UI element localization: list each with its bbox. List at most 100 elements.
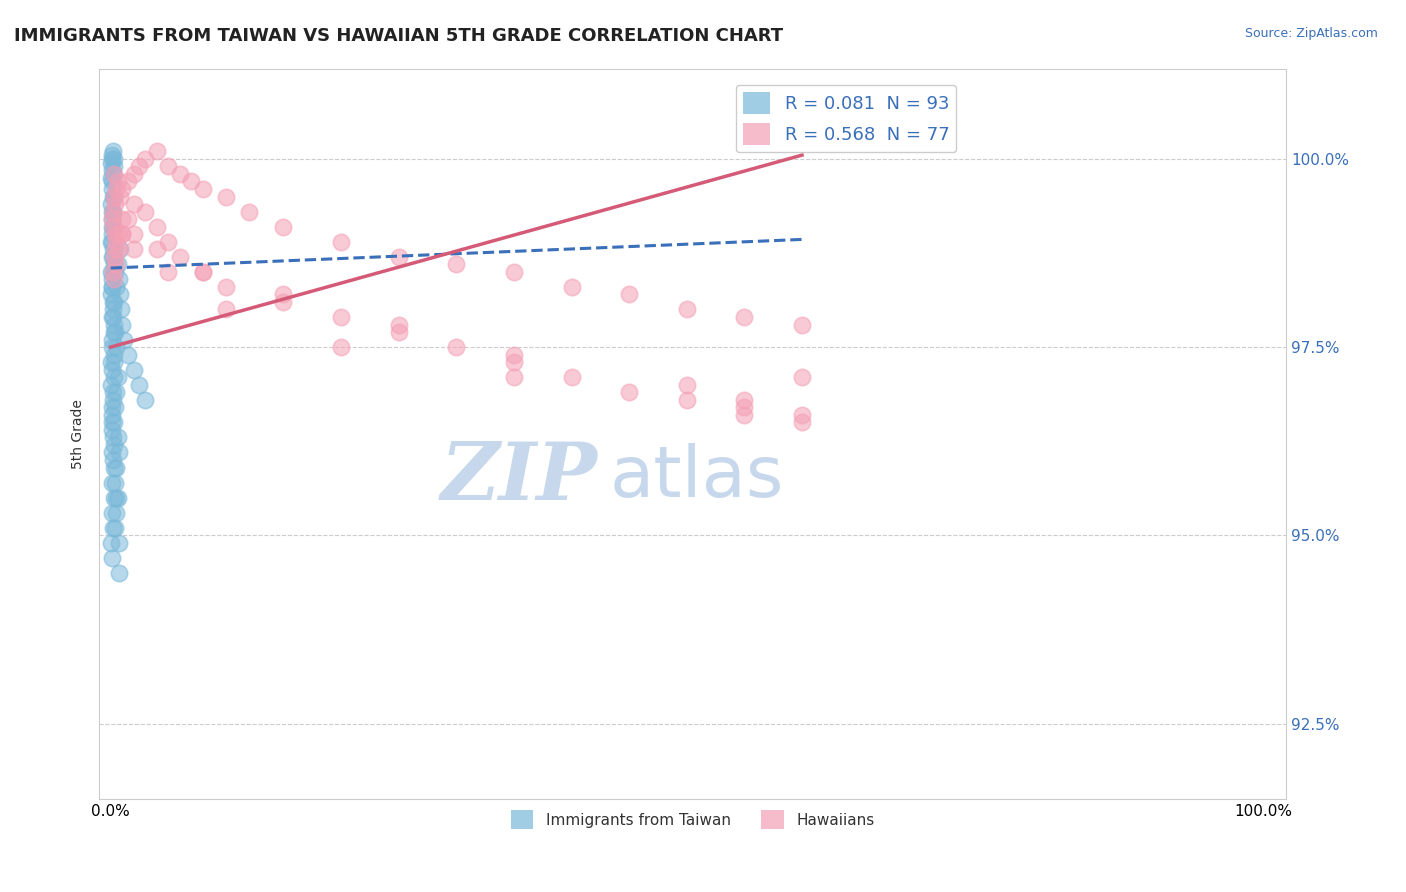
- Point: [104, 265, 127, 279]
- Point: [101, 148, 124, 162]
- Point: [105, 506, 128, 520]
- Point: [733, 310, 755, 324]
- Point: [675, 302, 697, 317]
- Point: [117, 348, 139, 362]
- Point: [104, 197, 127, 211]
- Point: [100, 287, 122, 301]
- Point: [101, 182, 124, 196]
- Point: [101, 189, 124, 203]
- Point: [101, 145, 124, 159]
- Point: [107, 174, 129, 188]
- Point: [103, 416, 125, 430]
- Legend: Immigrants from Taiwan, Hawaiians: Immigrants from Taiwan, Hawaiians: [505, 805, 880, 835]
- Point: [103, 257, 125, 271]
- Point: [111, 318, 134, 332]
- Point: [790, 318, 813, 332]
- Point: [105, 235, 128, 249]
- Point: [104, 521, 127, 535]
- Point: [105, 280, 128, 294]
- Point: [101, 392, 124, 407]
- Point: [103, 370, 125, 384]
- Point: [103, 355, 125, 369]
- Point: [108, 287, 131, 301]
- Point: [157, 160, 180, 174]
- Point: [446, 340, 468, 354]
- Point: [503, 355, 526, 369]
- Point: [101, 453, 124, 467]
- Point: [134, 204, 156, 219]
- Point: [111, 227, 134, 242]
- Point: [122, 242, 145, 256]
- Y-axis label: 5th Grade: 5th Grade: [72, 399, 86, 468]
- Point: [114, 333, 136, 347]
- Point: [273, 287, 295, 301]
- Point: [100, 197, 122, 211]
- Point: [101, 280, 124, 294]
- Point: [107, 445, 129, 459]
- Point: [101, 521, 124, 535]
- Point: [104, 401, 127, 415]
- Point: [169, 167, 191, 181]
- Point: [101, 340, 124, 354]
- Text: Source: ZipAtlas.com: Source: ZipAtlas.com: [1244, 27, 1378, 40]
- Point: [100, 265, 122, 279]
- Point: [101, 445, 124, 459]
- Point: [215, 189, 238, 203]
- Point: [100, 235, 122, 249]
- Point: [101, 408, 124, 422]
- Point: [617, 287, 640, 301]
- Point: [101, 272, 124, 286]
- Point: [101, 204, 124, 219]
- Point: [103, 189, 125, 203]
- Point: [101, 430, 124, 444]
- Point: [101, 204, 124, 219]
- Point: [110, 302, 132, 317]
- Point: [101, 280, 124, 294]
- Point: [117, 212, 139, 227]
- Point: [103, 189, 125, 203]
- Point: [101, 212, 124, 227]
- Point: [101, 242, 124, 256]
- Point: [180, 174, 202, 188]
- Point: [104, 227, 127, 242]
- Text: atlas: atlas: [609, 443, 783, 512]
- Point: [101, 333, 124, 347]
- Point: [101, 416, 124, 430]
- Point: [111, 227, 134, 242]
- Point: [122, 197, 145, 211]
- Point: [105, 385, 128, 400]
- Point: [107, 536, 129, 550]
- Point: [104, 325, 127, 339]
- Point: [100, 536, 122, 550]
- Point: [101, 152, 124, 166]
- Point: [111, 182, 134, 196]
- Point: [122, 227, 145, 242]
- Point: [101, 235, 124, 249]
- Point: [101, 310, 124, 324]
- Point: [107, 370, 129, 384]
- Point: [215, 302, 238, 317]
- Point: [103, 460, 125, 475]
- Point: [101, 506, 124, 520]
- Point: [101, 219, 124, 234]
- Point: [191, 182, 214, 196]
- Point: [103, 325, 125, 339]
- Point: [733, 408, 755, 422]
- Point: [388, 325, 411, 339]
- Point: [105, 340, 128, 354]
- Point: [107, 227, 129, 242]
- Point: [446, 257, 468, 271]
- Point: [103, 167, 125, 181]
- Point: [105, 460, 128, 475]
- Point: [107, 491, 129, 505]
- Point: [675, 392, 697, 407]
- Point: [101, 385, 124, 400]
- Point: [101, 302, 124, 317]
- Point: [111, 212, 134, 227]
- Point: [108, 242, 131, 256]
- Point: [100, 170, 122, 185]
- Point: [100, 155, 122, 169]
- Point: [128, 377, 150, 392]
- Point: [330, 235, 353, 249]
- Point: [101, 265, 124, 279]
